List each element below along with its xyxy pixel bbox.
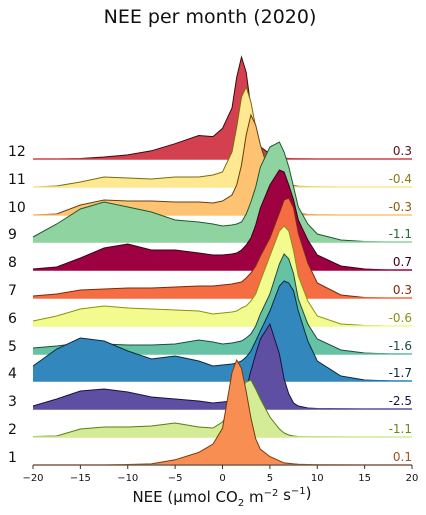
month-label: 10 [8,200,26,216]
ridge-month-9: 9 -1.1 [8,141,412,243]
x-tick-label: −20 [22,473,43,484]
x-tick-label: −15 [70,473,91,484]
ridge-outline [32,322,412,410]
ridges: 12 0.311 -0.410 -0.39 -1.18 0.77 0.36 -0.65 -1.6… [8,55,413,466]
ridge-area [33,281,412,381]
month-label: 8 [8,255,17,271]
value-label: -2.5 [389,394,412,408]
month-label: 1 [8,450,17,466]
ridge-month-12: 12 0.3 [8,55,412,160]
ridge-month-3: 3 -2.5 [8,322,412,410]
x-tick-label: 15 [358,473,371,484]
month-label: 4 [8,366,17,382]
ridge-outline [32,253,413,355]
ridge-month-11: 11 -0.4 [8,85,412,188]
ridge-month-7: 7 0.3 [8,197,412,299]
value-label: -1.7 [389,366,412,380]
value-label: -0.6 [389,311,412,325]
month-label: 12 [8,144,26,160]
x-axis-title-part: s [278,486,291,504]
x-tick-label: 10 [311,473,324,484]
chart-title: NEE per month (2020) [104,6,317,28]
ridge-month-4: 4 -1.7 [8,280,413,382]
x-axis-title-part: m [244,488,263,506]
value-label: 0.1 [393,450,412,464]
x-axis-title-part: ) [306,484,312,502]
month-label: 5 [8,339,17,355]
value-label: -0.4 [389,172,412,186]
ridge-outline [32,141,412,243]
ridge-outline [32,280,413,382]
ridge-area [33,57,412,159]
value-label: -0.3 [389,200,412,214]
ridge-area [33,170,412,270]
value-label: -1.1 [389,422,412,436]
value-label: 0.7 [393,255,412,269]
ridge-area [33,226,412,326]
x-axis-title: NEE (μmol CO2 m−2 s−1) [132,484,311,509]
ridge-area [33,142,412,242]
value-label: 0.3 [393,144,412,158]
x-axis-title-part: NEE (μmol CO [132,488,237,506]
month-label: 11 [8,172,26,188]
x-axis: −20 −15 −10 −5 0 5 10 15 20 [22,464,419,484]
month-label: 6 [8,311,17,327]
ridge-area [33,360,412,465]
month-label: 3 [8,394,17,410]
month-label: 9 [8,227,17,243]
x-tick-label: −10 [117,473,138,484]
x-tick-label: 0 [219,473,225,484]
month-label: 7 [8,283,17,299]
value-label: 0.3 [393,283,412,297]
x-axis-title-part: −1 [291,486,306,497]
value-label: -1.1 [389,227,412,241]
ridge-outline [32,197,412,299]
month-label: 2 [8,422,17,438]
ridge-outline [32,225,412,327]
ridge-month-6: 6 -0.6 [8,225,412,327]
x-tick-label: 5 [267,473,273,484]
ridge-month-8: 8 0.7 [8,169,412,271]
ridge-outline [32,169,412,271]
x-tick-label: −5 [168,473,183,484]
ridge-area [33,324,412,409]
value-label: -1.6 [389,339,412,353]
x-tick-label: 20 [406,473,419,484]
x-axis-title-part: −2 [264,488,279,499]
x-axis-title-part: 2 [238,498,244,509]
ridge-month-10: 10 -0.3 [8,113,412,216]
